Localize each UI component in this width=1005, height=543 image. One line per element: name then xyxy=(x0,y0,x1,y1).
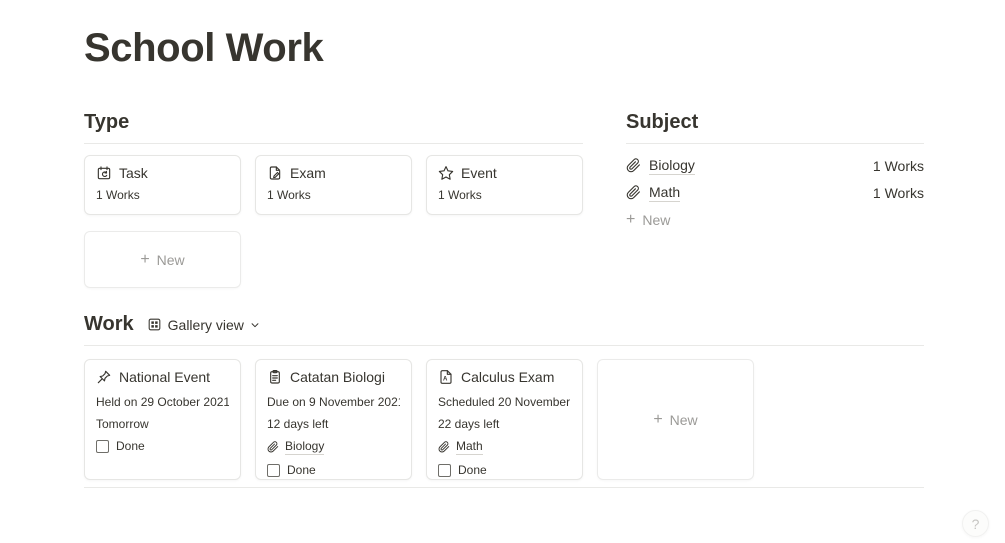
done-label: Done xyxy=(116,439,145,453)
work-card-status: 12 days left xyxy=(267,417,329,431)
new-label: New xyxy=(669,411,698,428)
type-card-title: Exam xyxy=(267,165,400,181)
done-label: Done xyxy=(287,463,316,477)
work-card-subject-row: Biology xyxy=(267,439,400,455)
subject-row-math[interactable]: Math 1 Works xyxy=(626,179,924,206)
subject-count: 1 Works xyxy=(872,184,924,201)
work-card-date: Due on 9 November 2021 21:... xyxy=(267,395,400,409)
work-card-date: Held on 29 October 2021 11:... xyxy=(96,395,229,409)
work-card-date: Scheduled 20 November 2021 xyxy=(438,395,571,409)
type-card-event[interactable]: Event 1 Works xyxy=(426,155,583,215)
divider xyxy=(84,345,924,346)
new-label: New xyxy=(156,251,185,268)
type-card-exam[interactable]: Exam 1 Works xyxy=(255,155,412,215)
work-card-national-event[interactable]: National Event Held on 29 October 2021 1… xyxy=(84,359,241,480)
type-card-title: Task xyxy=(96,165,229,181)
event-star-icon xyxy=(438,165,454,181)
done-checkbox[interactable] xyxy=(438,463,451,477)
gallery-grid-icon xyxy=(147,317,162,332)
subject-link[interactable]: Math xyxy=(649,183,681,202)
work-header: Work Gallery view xyxy=(84,313,924,345)
view-label: Gallery view xyxy=(167,316,244,333)
work-card-row: National Event Held on 29 October 2021 1… xyxy=(84,359,924,480)
work-card-title: A Calculus Exam xyxy=(438,369,571,385)
work-card-title: Catatan Biologi xyxy=(267,369,400,385)
task-calendar-icon xyxy=(96,165,112,181)
exam-document-icon xyxy=(267,165,283,181)
work-new-card[interactable]: + New xyxy=(597,359,754,480)
work-card-status: 22 days left xyxy=(438,417,500,431)
divider xyxy=(84,143,583,144)
work-card-done-row: Done xyxy=(267,463,400,477)
gallery-view-button[interactable]: Gallery view xyxy=(147,317,260,333)
paperclip-icon xyxy=(267,441,279,453)
subject-tag[interactable]: Biology xyxy=(285,439,325,455)
type-card-label: Exam xyxy=(290,165,326,181)
type-card-task[interactable]: Task 1 Works xyxy=(84,155,241,215)
work-card-calculus-exam[interactable]: A Calculus Exam Scheduled 20 November 20… xyxy=(426,359,583,480)
plus-icon: + xyxy=(626,210,636,228)
work-card-title-text: Catatan Biologi xyxy=(290,369,385,385)
work-heading: Work xyxy=(84,313,134,335)
subject-link[interactable]: Biology xyxy=(649,156,695,175)
clipboard-icon xyxy=(267,369,283,385)
work-card-subject-row: Math xyxy=(438,439,571,455)
subject-heading: Subject xyxy=(626,111,699,133)
subject-list: Biology 1 Works Math 1 Works + New xyxy=(626,152,924,233)
subject-new-button[interactable]: + New xyxy=(626,206,924,233)
type-card-grid: Task 1 Works Exam xyxy=(84,155,583,288)
type-card-label: Task xyxy=(119,165,148,181)
type-heading: Type xyxy=(84,111,130,133)
done-checkbox[interactable] xyxy=(267,463,280,477)
type-card-count: 1 Works xyxy=(267,188,311,202)
paperclip-icon xyxy=(626,158,641,173)
new-label: New xyxy=(642,211,671,228)
work-card-done-row: Done xyxy=(96,439,229,453)
type-card-count: 1 Works xyxy=(96,188,140,202)
chevron-down-icon xyxy=(250,320,260,330)
work-card-catatan-biologi[interactable]: Catatan Biologi Due on 9 November 202 1 2… xyxy=(255,359,412,480)
top-columns: Type Task xyxy=(84,111,924,288)
done-checkbox[interactable] xyxy=(96,439,109,453)
divider xyxy=(626,143,924,144)
subject-section: Subject Biology 1 Works xyxy=(626,111,924,288)
done-label: Done xyxy=(458,463,487,477)
paperclip-icon xyxy=(438,441,450,453)
paperclip-icon xyxy=(626,185,641,200)
subject-count: 1 Works xyxy=(872,157,924,174)
grade-document-icon: A xyxy=(438,369,454,385)
type-card-title: Event xyxy=(438,165,571,181)
subject-tag[interactable]: Math xyxy=(456,439,483,455)
work-card-done-row: Done xyxy=(438,463,571,477)
help-button[interactable]: ? xyxy=(962,510,989,537)
type-card-count: 1 Works xyxy=(438,188,482,202)
type-section: Type Task xyxy=(84,111,583,288)
type-new-card[interactable]: + New xyxy=(84,231,241,288)
page-title: School Work xyxy=(84,26,324,70)
svg-text:A: A xyxy=(443,377,448,383)
plus-icon: + xyxy=(653,410,663,428)
work-card-status: Tomorrow xyxy=(96,417,149,431)
work-section: Work Gallery view xyxy=(84,313,924,488)
subject-row-biology[interactable]: Biology 1 Works xyxy=(626,152,924,179)
work-card-title: National Event xyxy=(96,369,229,385)
plus-icon: + xyxy=(140,250,150,268)
type-card-label: Event xyxy=(461,165,497,181)
work-card-title-text: Calculus Exam xyxy=(461,369,555,385)
work-card-title-text: National Event xyxy=(119,369,211,385)
pushpin-icon xyxy=(96,369,112,385)
divider xyxy=(84,487,924,488)
